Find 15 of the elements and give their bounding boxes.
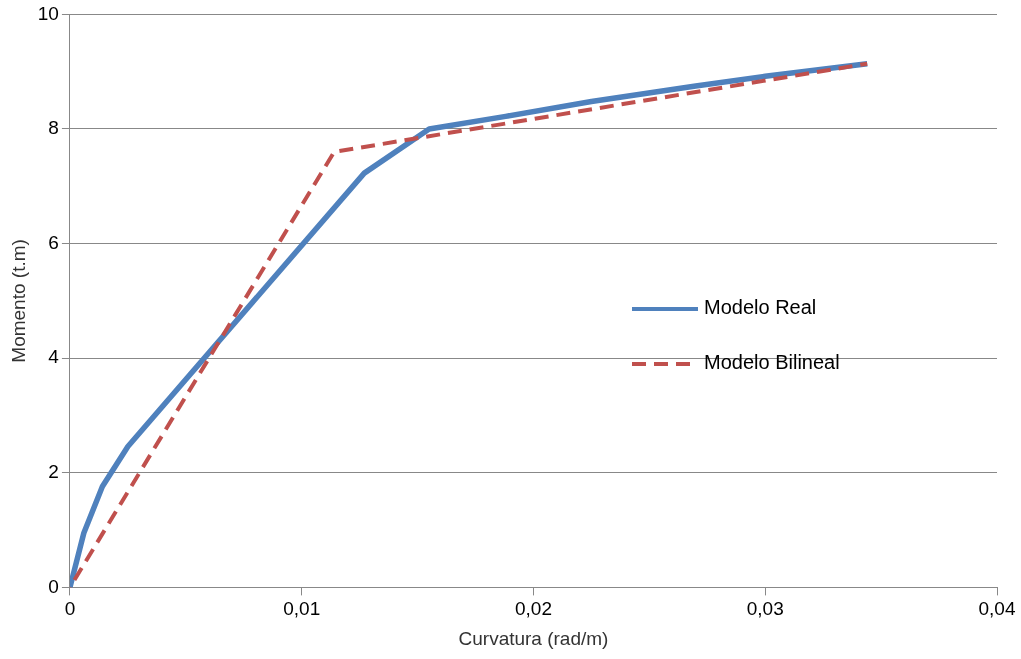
legend-label: Modelo Real xyxy=(704,296,817,319)
x-tick-label: 0,03 xyxy=(746,598,784,620)
y-tick-label: 4 xyxy=(48,346,60,368)
x-tick-label: 0,02 xyxy=(514,598,552,620)
y-tick-label: 10 xyxy=(37,2,59,24)
y-tick-label: 8 xyxy=(48,117,59,139)
legend-label: Modelo Bilineal xyxy=(704,351,840,374)
x-axis-title: Curvatura (rad/m) xyxy=(458,627,609,649)
x-tick-label: 0 xyxy=(64,598,76,620)
x-tick-label: 0,04 xyxy=(978,598,1016,620)
y-axis-title: Momento (t.m) xyxy=(7,239,29,363)
y-tick-label: 6 xyxy=(48,231,59,253)
y-tick-label: 0 xyxy=(48,575,59,597)
y-tick-label: 2 xyxy=(48,461,59,483)
x-tick-label: 0,01 xyxy=(283,598,321,620)
